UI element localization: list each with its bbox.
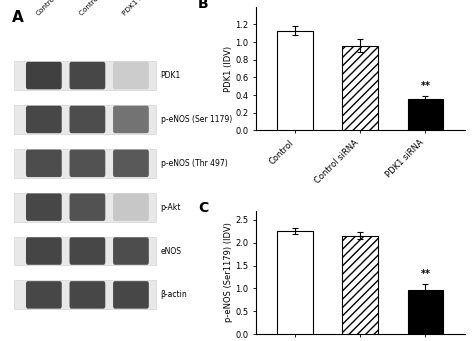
Bar — [14, 105, 156, 134]
FancyBboxPatch shape — [26, 281, 62, 309]
FancyBboxPatch shape — [113, 281, 149, 309]
Bar — [408, 100, 443, 130]
FancyBboxPatch shape — [70, 150, 105, 177]
FancyBboxPatch shape — [70, 62, 105, 89]
FancyBboxPatch shape — [26, 193, 62, 221]
Bar — [14, 281, 156, 309]
FancyBboxPatch shape — [113, 62, 149, 89]
FancyBboxPatch shape — [113, 106, 149, 133]
Text: C: C — [198, 201, 208, 215]
Y-axis label: p-eNOS (Ser1179) (IDV): p-eNOS (Ser1179) (IDV) — [224, 222, 233, 322]
FancyBboxPatch shape — [113, 150, 149, 177]
FancyBboxPatch shape — [26, 106, 62, 133]
Text: A: A — [12, 10, 24, 25]
Bar — [14, 61, 156, 90]
FancyBboxPatch shape — [26, 237, 62, 265]
FancyBboxPatch shape — [70, 193, 105, 221]
Bar — [14, 193, 156, 222]
FancyBboxPatch shape — [70, 281, 105, 309]
Text: PDK1: PDK1 — [161, 71, 181, 80]
Text: **: ** — [420, 81, 430, 91]
Text: **: ** — [420, 269, 430, 279]
FancyBboxPatch shape — [113, 237, 149, 265]
Text: PDK1 siRNA: PDK1 siRNA — [122, 0, 156, 17]
FancyBboxPatch shape — [26, 62, 62, 89]
Bar — [14, 237, 156, 265]
Text: B: B — [198, 0, 209, 11]
Bar — [342, 46, 378, 130]
Bar — [277, 231, 313, 334]
Bar — [277, 31, 313, 130]
FancyBboxPatch shape — [113, 193, 149, 221]
Bar — [14, 149, 156, 178]
FancyBboxPatch shape — [26, 150, 62, 177]
FancyBboxPatch shape — [70, 106, 105, 133]
Y-axis label: PDK1 (IDV): PDK1 (IDV) — [224, 46, 233, 92]
Text: Control siRNA: Control siRNA — [78, 0, 118, 17]
Bar — [408, 290, 443, 334]
Text: p-eNOS (Ser 1179): p-eNOS (Ser 1179) — [161, 115, 232, 124]
FancyBboxPatch shape — [70, 237, 105, 265]
Text: Control: Control — [35, 0, 57, 17]
Bar — [342, 236, 378, 334]
Text: eNOS: eNOS — [161, 247, 182, 255]
Text: p-Akt: p-Akt — [161, 203, 181, 212]
Text: β-actin: β-actin — [161, 291, 188, 299]
Text: p-eNOS (Thr 497): p-eNOS (Thr 497) — [161, 159, 228, 168]
